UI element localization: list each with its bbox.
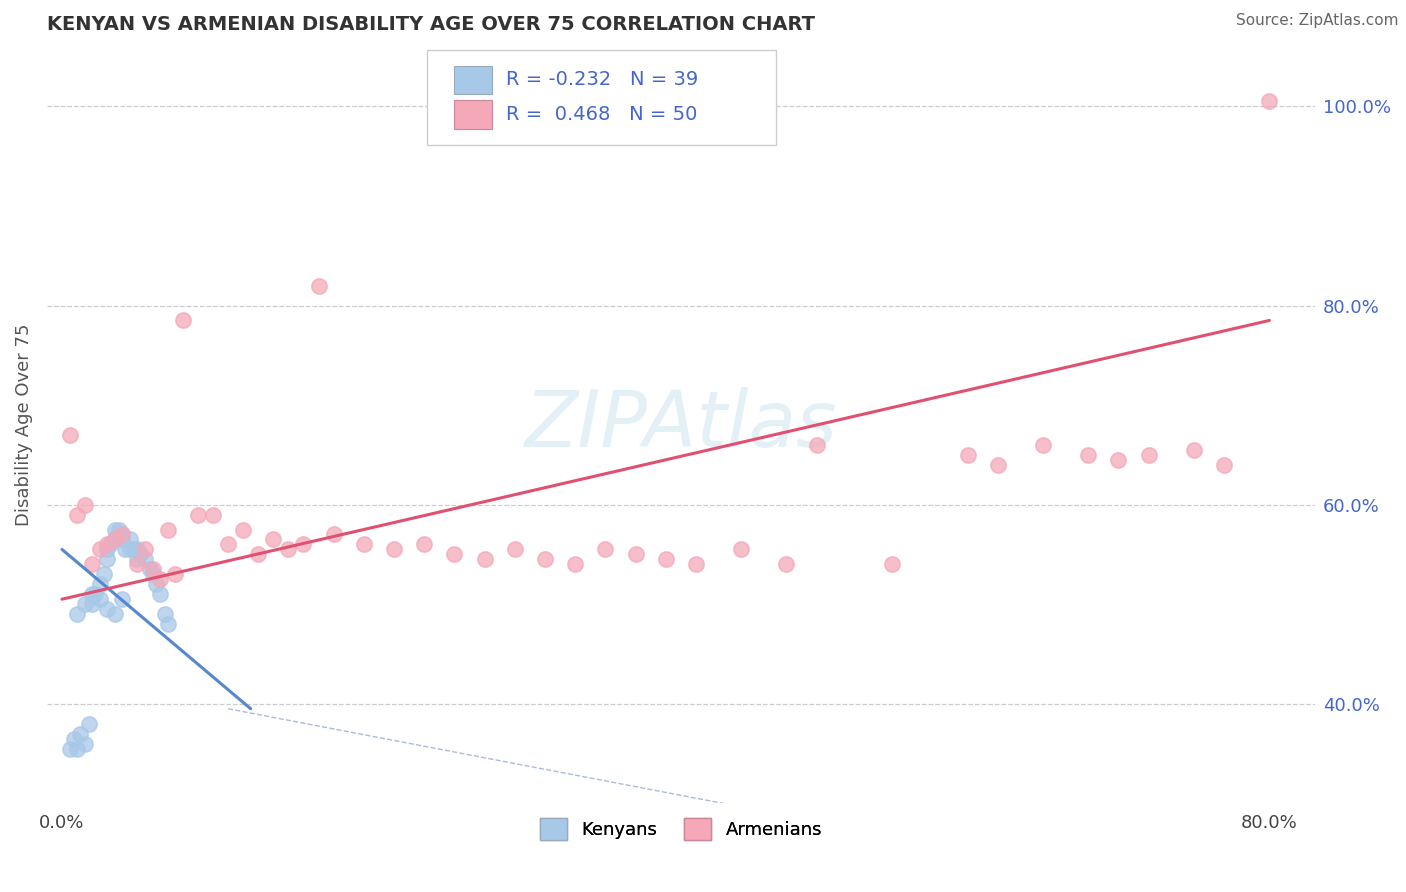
Point	[127, 552, 149, 566]
Point	[247, 548, 270, 562]
Point	[474, 552, 496, 566]
Point	[145, 577, 167, 591]
Point	[413, 537, 436, 551]
Point	[987, 458, 1010, 472]
Text: R =  0.468   N = 50: R = 0.468 N = 50	[506, 105, 697, 124]
Point	[111, 533, 134, 547]
Point	[956, 448, 979, 462]
Text: Source: ZipAtlas.com: Source: ZipAtlas.com	[1236, 13, 1399, 29]
Point	[201, 508, 224, 522]
Point	[156, 617, 179, 632]
Point	[141, 562, 163, 576]
Point	[104, 607, 127, 621]
Point	[156, 523, 179, 537]
Point	[82, 597, 104, 611]
Point	[134, 542, 156, 557]
Point	[654, 552, 676, 566]
Point	[73, 737, 96, 751]
Point	[1182, 442, 1205, 457]
Point	[149, 587, 172, 601]
Point	[104, 523, 127, 537]
Point	[172, 313, 194, 327]
Point	[63, 731, 86, 746]
Point	[89, 542, 111, 557]
Point	[89, 577, 111, 591]
Point	[141, 567, 163, 582]
Point	[165, 567, 187, 582]
Point	[69, 726, 91, 740]
FancyBboxPatch shape	[454, 66, 492, 95]
Point	[149, 572, 172, 586]
Point	[82, 558, 104, 572]
Point	[96, 602, 118, 616]
Point	[111, 527, 134, 541]
Point	[114, 542, 136, 557]
Point	[98, 537, 121, 551]
Point	[84, 587, 107, 601]
Point	[443, 548, 465, 562]
Point	[595, 542, 617, 557]
Point	[77, 716, 100, 731]
Point	[1137, 448, 1160, 462]
Point	[66, 607, 89, 621]
Point	[775, 558, 797, 572]
Point	[880, 558, 903, 572]
Point	[111, 592, 134, 607]
Text: KENYAN VS ARMENIAN DISABILITY AGE OVER 75 CORRELATION CHART: KENYAN VS ARMENIAN DISABILITY AGE OVER 7…	[46, 15, 815, 34]
Point	[82, 587, 104, 601]
Point	[503, 542, 526, 557]
Point	[96, 537, 118, 551]
Point	[153, 607, 176, 621]
Point	[308, 278, 330, 293]
Point	[73, 597, 96, 611]
Text: R = -0.232   N = 39: R = -0.232 N = 39	[506, 70, 697, 89]
Point	[73, 498, 96, 512]
Point	[111, 527, 134, 541]
Point	[66, 741, 89, 756]
Point	[138, 562, 160, 576]
Y-axis label: Disability Age Over 75: Disability Age Over 75	[15, 324, 32, 526]
Point	[96, 552, 118, 566]
Point	[58, 741, 80, 756]
Point	[89, 592, 111, 607]
Point	[730, 542, 752, 557]
Point	[1077, 448, 1099, 462]
Text: ZIPAtlas: ZIPAtlas	[524, 387, 837, 463]
Point	[129, 548, 152, 562]
Point	[1258, 95, 1281, 109]
FancyBboxPatch shape	[454, 101, 492, 129]
Point	[806, 438, 828, 452]
Point	[1107, 452, 1129, 467]
Point	[262, 533, 284, 547]
Point	[124, 542, 146, 557]
Point	[277, 542, 299, 557]
Point	[217, 537, 239, 551]
Point	[564, 558, 586, 572]
Point	[93, 567, 115, 582]
Point	[127, 558, 149, 572]
Point	[292, 537, 315, 551]
FancyBboxPatch shape	[427, 51, 776, 145]
Point	[353, 537, 375, 551]
Point	[104, 533, 127, 547]
Point	[96, 542, 118, 557]
Point	[382, 542, 405, 557]
Point	[322, 527, 344, 541]
Point	[232, 523, 254, 537]
Point	[134, 552, 156, 566]
Point	[1213, 458, 1236, 472]
Point	[187, 508, 209, 522]
Legend: Kenyans, Armenians: Kenyans, Armenians	[533, 811, 830, 847]
Point	[624, 548, 647, 562]
Point	[104, 533, 127, 547]
Point	[685, 558, 707, 572]
Point	[534, 552, 557, 566]
Point	[58, 428, 80, 442]
Point	[1032, 438, 1054, 452]
Point	[118, 542, 141, 557]
Point	[127, 542, 149, 557]
Point	[118, 533, 141, 547]
Point	[66, 508, 89, 522]
Point	[108, 523, 131, 537]
